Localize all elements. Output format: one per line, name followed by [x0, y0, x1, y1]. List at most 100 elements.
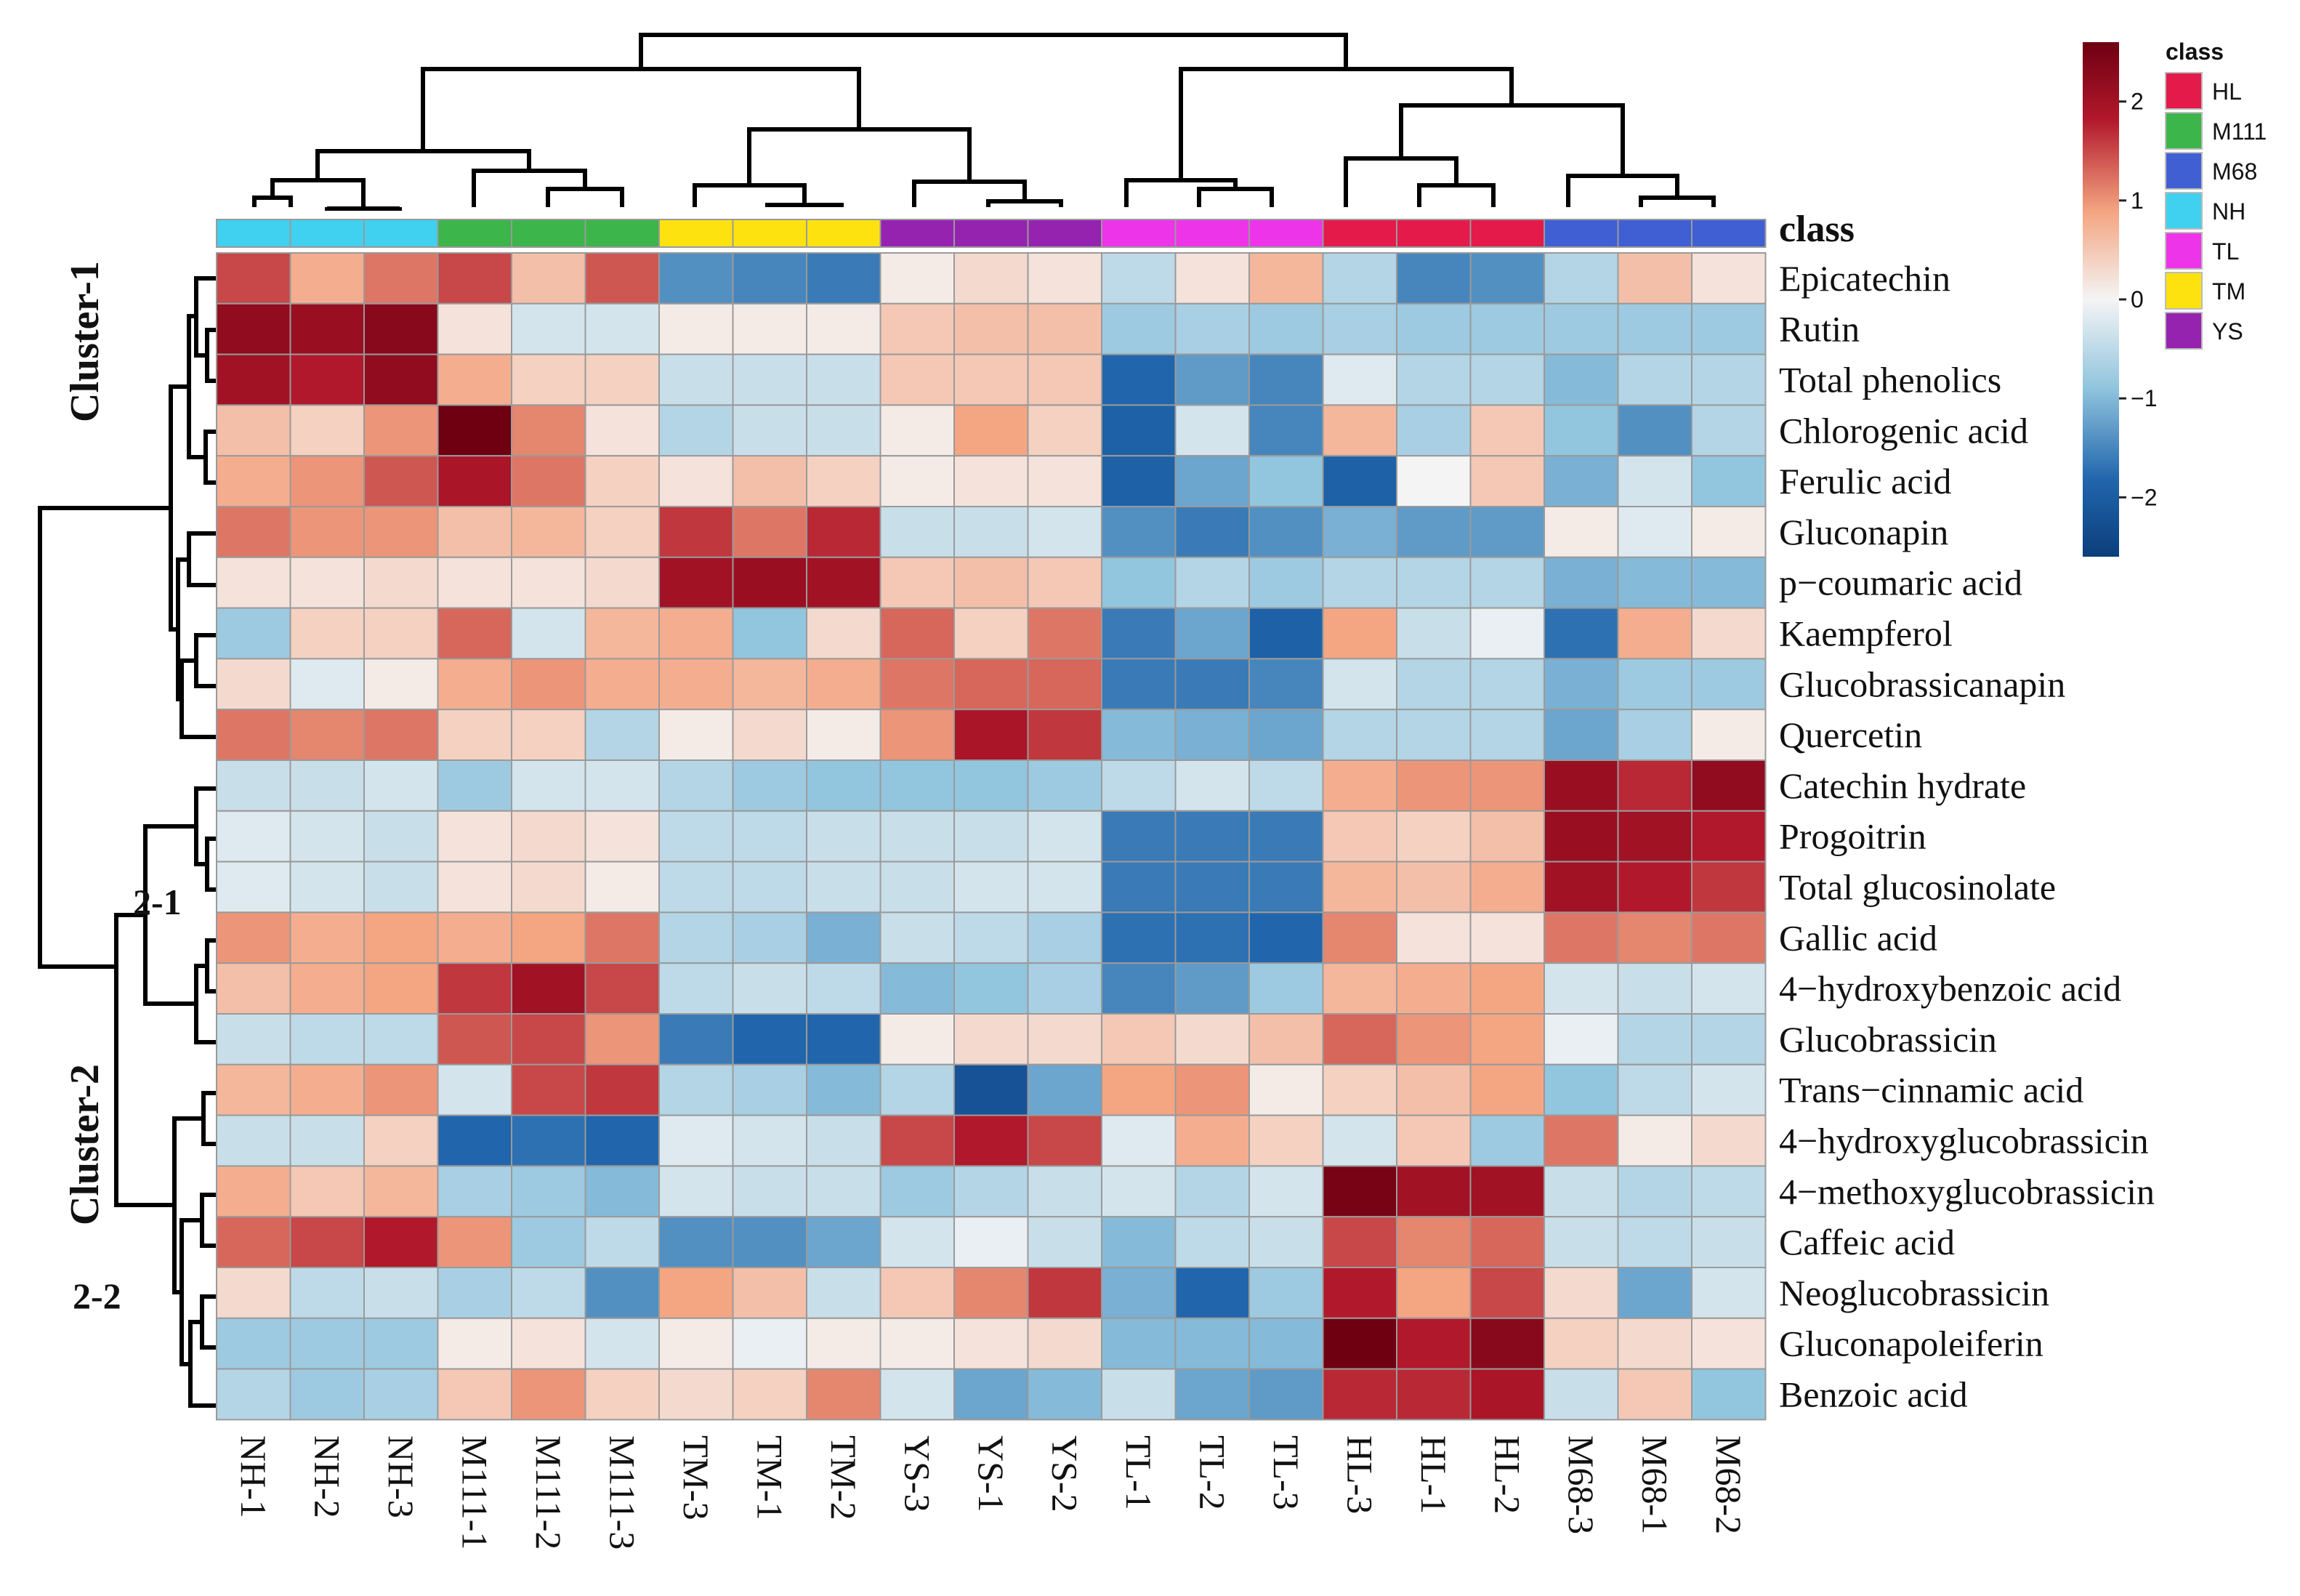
column-label: YS-3 [897, 1435, 937, 1512]
heatmap-cell [1027, 1368, 1102, 1421]
heatmap-cell [1322, 1267, 1397, 1319]
heatmap-cell [1101, 607, 1177, 660]
heatmap-cell [437, 506, 512, 558]
class-bar-cell [1101, 219, 1177, 248]
class-legend-swatch [2165, 72, 2203, 110]
cluster-1-label: Cluster-1 [62, 261, 108, 422]
heatmap-cell [216, 607, 291, 660]
heatmap-cell [216, 1317, 291, 1370]
heatmap-cell [658, 1165, 734, 1218]
heatmap-cell [1101, 861, 1177, 914]
heatmap-cell [658, 962, 734, 1015]
heatmap-cell [1396, 506, 1472, 558]
heatmap-cell [363, 1368, 439, 1421]
column-label: M68-2 [1708, 1435, 1749, 1534]
heatmap-cell [1101, 911, 1177, 964]
heatmap-cell [1027, 404, 1102, 457]
heatmap-cell [363, 1216, 439, 1268]
heatmap-cell [658, 252, 734, 305]
heatmap-cell [363, 1013, 439, 1065]
heatmap-cell [1396, 810, 1472, 863]
heatmap-cell [1396, 962, 1472, 1015]
heatmap-cell [1174, 861, 1250, 914]
heatmap-cell [437, 911, 512, 964]
heatmap-cell [216, 861, 291, 914]
heatmap-cell [1101, 759, 1177, 812]
heatmap-cell [1617, 759, 1692, 812]
heatmap-cell [1469, 810, 1545, 863]
heatmap-cell [1691, 556, 1767, 609]
heatmap-cell [216, 353, 291, 406]
heatmap-cell [289, 1267, 365, 1319]
row-label: Glucobrassicanapin [1779, 664, 2065, 704]
heatmap-cell [363, 252, 439, 305]
heatmap-cell [1544, 962, 1619, 1015]
heatmap-cell [1248, 353, 1324, 406]
row-label: Glucobrassicin [1779, 1019, 1997, 1060]
heatmap-cell [584, 911, 660, 964]
heatmap-cell [363, 607, 439, 660]
heatmap-cell [806, 607, 881, 660]
heatmap-cell [1322, 1114, 1397, 1167]
class-bar-cell [1248, 219, 1324, 248]
heatmap-cell [511, 962, 586, 1015]
heatmap-cell [806, 404, 881, 457]
heatmap-cell [953, 709, 1029, 762]
heatmap-cell [1617, 1013, 1692, 1065]
heatmap-cell [658, 658, 734, 711]
class-legend-label: M68 [2212, 158, 2257, 185]
heatmap-cell [1322, 252, 1397, 305]
heatmap-cell [1322, 658, 1397, 711]
heatmap-cell [1469, 1368, 1545, 1421]
column-dendrogram [252, 33, 1716, 211]
heatmap-cell [584, 455, 660, 508]
heatmap-cell [1617, 1114, 1692, 1167]
heatmap-cell [732, 302, 807, 355]
heatmap-cell [437, 1165, 512, 1218]
heatmap-cell [437, 759, 512, 812]
heatmap-cell [1101, 353, 1177, 406]
heatmap-cell [1469, 962, 1545, 1015]
heatmap-cell [806, 911, 881, 964]
heatmap-cell [1248, 1267, 1324, 1319]
heatmap-cell [658, 302, 734, 355]
heatmap-cell [1027, 1216, 1102, 1268]
heatmap-cell [1544, 607, 1619, 660]
heatmap-cell [953, 404, 1029, 457]
cluster-2-label: Cluster-2 [62, 1064, 108, 1225]
heatmap-cell [806, 709, 881, 762]
heatmap-cell [1248, 658, 1324, 711]
heatmap-cell [1248, 1013, 1324, 1065]
heatmap-cell [1322, 709, 1397, 762]
heatmap-cell [363, 506, 439, 558]
heatmap-cell [1174, 455, 1250, 508]
color-scale-tick-label: −2 [2131, 484, 2157, 510]
heatmap-cell [1691, 404, 1767, 457]
heatmap-cell [953, 252, 1029, 305]
heatmap-cell [1469, 1013, 1545, 1065]
heatmap-cell [511, 709, 586, 762]
heatmap-cell [216, 1368, 291, 1421]
heatmap-cell [437, 810, 512, 863]
heatmap-cell [1617, 1216, 1692, 1268]
heatmap-cell [879, 759, 955, 812]
heatmap-cell [216, 1013, 291, 1065]
class-bar-cell [511, 219, 586, 248]
column-label: M68-3 [1561, 1435, 1602, 1534]
heatmap-cell [584, 1368, 660, 1421]
class-bar-label: class [1779, 209, 1855, 250]
heatmap-cell [658, 1216, 734, 1268]
class-bar-cell [1544, 219, 1619, 248]
heatmap-cell [363, 861, 439, 914]
heatmap-cell [1544, 1114, 1619, 1167]
heatmap-cell [1469, 556, 1545, 609]
class-annotation-bar [216, 219, 1767, 248]
class-bar-cell [1174, 219, 1250, 248]
class-bar-cell [289, 219, 365, 248]
heatmap-cell [1101, 506, 1177, 558]
heatmap-cell [216, 1216, 291, 1268]
heatmap-cell [437, 302, 512, 355]
heatmap-cell [1101, 810, 1177, 863]
heatmap-cell [1469, 455, 1545, 508]
heatmap-cell [1617, 1165, 1692, 1218]
